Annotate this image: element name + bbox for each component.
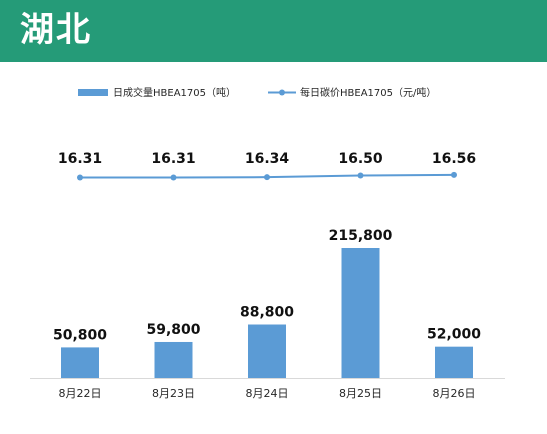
- header-bar: 湖北: [0, 0, 547, 62]
- x-tick-label: 8月24日: [246, 387, 289, 400]
- volume-bar: [61, 347, 99, 378]
- price-point: [77, 174, 83, 181]
- legend-swatch-volume: [78, 89, 108, 96]
- legend-swatch-price-marker: [279, 89, 285, 96]
- price-data-label: 16.34: [245, 151, 290, 167]
- volume-data-label: 88,800: [240, 305, 294, 321]
- volume-bar: [435, 346, 473, 378]
- volume-bar: [154, 341, 193, 378]
- price-data-label: 16.31: [58, 151, 102, 167]
- volume-bar: [341, 248, 380, 378]
- x-tick-label: 8月23日: [152, 387, 195, 400]
- x-tick-label: 8月22日: [59, 387, 102, 400]
- x-axis: 8月22日 8月23日 8月24日 8月25日 8月26日: [30, 378, 505, 400]
- price-point: [451, 171, 457, 178]
- volume-data-label: 215,800: [329, 228, 393, 244]
- volume-bar: [248, 324, 286, 378]
- volume-data-label: 59,800: [146, 322, 200, 338]
- price-data-label: 16.50: [338, 151, 383, 167]
- volume-data-label: 50,800: [53, 327, 107, 343]
- volume-bar-series: 50,800 59,800 88,800 215,800 52,000: [53, 228, 481, 378]
- price-data-label: 16.56: [432, 151, 476, 167]
- page-title: 湖北: [20, 10, 92, 50]
- legend-label-volume: 日成交量HBEA1705（吨）: [113, 86, 236, 99]
- x-tick-label: 8月26日: [433, 387, 476, 400]
- legend-label-price: 每日碳价HBEA1705（元/吨）: [300, 86, 436, 99]
- price-point: [170, 174, 177, 181]
- volume-data-label: 52,000: [427, 327, 481, 343]
- price-line-series: 16.31 16.31 16.34 16.50 16.56: [58, 151, 476, 181]
- price-point: [357, 172, 364, 179]
- price-data-label: 16.31: [151, 151, 195, 167]
- price-point: [264, 174, 270, 181]
- x-tick-label: 8月25日: [339, 387, 382, 400]
- chart-legend: 日成交量HBEA1705（吨） 每日碳价HBEA1705（元/吨）: [78, 86, 436, 99]
